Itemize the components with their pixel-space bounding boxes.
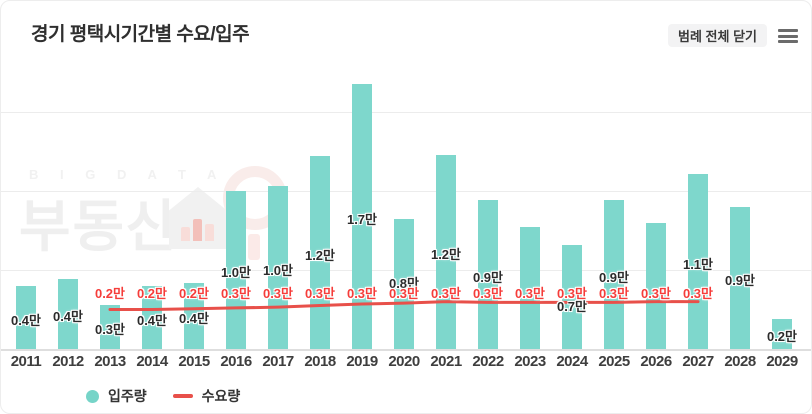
x-axis-tick-2015: 2015 [178,353,210,370]
demand-value-label: 0.3만 [682,286,714,301]
x-axis-tick-2027: 2027 [682,353,714,370]
x-axis-tick-2018: 2018 [304,353,336,370]
demand-value-label: 0.2만 [178,286,210,301]
legend-close-button[interactable]: 범례 전체 닫기 [668,24,767,47]
bar-value-label: 1.7만 [346,211,378,227]
x-axis-tick-2011: 2011 [10,353,42,370]
bar-value-label: 1.2만 [430,247,462,262]
bar-2028[interactable] [730,207,750,349]
bar-2012[interactable] [58,279,78,349]
demand-value-label: 0.3만 [640,286,672,301]
x-axis-tick-2013: 2013 [94,353,126,370]
bar-value-label: 0.9만 [472,269,504,285]
x-axis-tick-2029: 2029 [766,353,798,370]
bar-2018[interactable] [310,156,330,349]
demand-value-label: 0.3만 [472,286,504,301]
demand-value-label: 0.3만 [304,286,336,301]
demand-value-label: 0.3만 [388,286,420,301]
bar-value-label: 0.4만 [10,312,42,328]
x-axis-line [1,349,811,351]
x-axis-tick-2014: 2014 [136,353,168,370]
bar-value-label: 1.1만 [682,256,714,272]
bar-value-label: 0.4만 [178,311,210,326]
bar-2014[interactable] [142,286,162,349]
x-axis-tick-2024: 2024 [556,353,588,370]
bar-2011[interactable] [16,286,36,349]
gridline [1,112,811,113]
page-title: 경기 평택시기간별 수요/입주 [31,24,250,45]
bar-value-label: 0.4만 [136,312,168,328]
bar-2025[interactable] [604,200,624,349]
bar-2013[interactable] [100,305,120,349]
bar-value-label: 1.0만 [262,262,294,278]
bar-value-label: 1.2만 [304,247,336,263]
bar-value-label: 0.3만 [94,322,126,337]
legend-item-line-series[interactable]: 수요량 [172,386,241,406]
demand-value-label: 0.3만 [430,286,462,301]
bar-value-label: 1.0만 [220,265,252,280]
demand-value-label: 0.3만 [220,286,252,301]
gridline [1,191,811,192]
x-axis-tick-2021: 2021 [430,353,462,370]
bar-value-label: 0.2만 [766,329,798,344]
legend-line-icon [172,394,193,398]
bar-value-label: 0.8만 [388,276,420,291]
x-axis-tick-2017: 2017 [262,353,294,370]
x-axis-tick-2026: 2026 [640,353,672,370]
x-axis-tick-2025: 2025 [598,353,630,370]
bar-value-label: 0.7만 [556,299,588,314]
bar-2022[interactable] [478,200,498,349]
x-axis-tick-2019: 2019 [346,353,378,370]
legend-label: 입주량 [108,388,147,404]
demand-value-label: 0.3만 [514,286,546,301]
demand-value-label: 0.3만 [598,286,630,301]
x-axis-tick-2028: 2028 [724,353,756,370]
bar-2027[interactable] [688,174,708,349]
demand-value-label: 0.2만 [94,286,126,301]
bar-2020[interactable] [394,219,414,349]
bar-2026[interactable] [646,223,666,349]
chart-legend: 입주량 수요량 [86,386,240,406]
demand-value-label: 0.2만 [136,286,168,301]
bar-2024[interactable] [562,245,582,349]
bar-2015[interactable] [184,283,204,349]
hamburger-menu-icon[interactable] [778,29,798,43]
x-axis-tick-2023: 2023 [514,353,546,370]
bar-value-label: 0.9만 [598,269,630,285]
demand-value-label: 0.3만 [262,286,294,301]
bar-2029[interactable] [772,319,792,349]
x-axis-tick-2016: 2016 [220,353,252,370]
bar-2023[interactable] [520,227,540,349]
x-axis-tick-2022: 2022 [472,353,504,370]
legend-label: 수요량 [201,388,241,404]
x-axis-tick-2012: 2012 [52,353,84,370]
demand-value-label: 0.3만 [346,286,378,301]
bar-2019[interactable] [352,84,372,349]
legend-item-bar-series[interactable]: 입주량 [86,386,147,406]
demand-value-label: 0.3만 [556,286,588,301]
legend-dot-icon [86,389,99,403]
bar-value-label: 0.4만 [52,309,84,324]
bar-value-label: 0.9만 [724,273,756,288]
x-axis-tick-2020: 2020 [388,353,420,370]
